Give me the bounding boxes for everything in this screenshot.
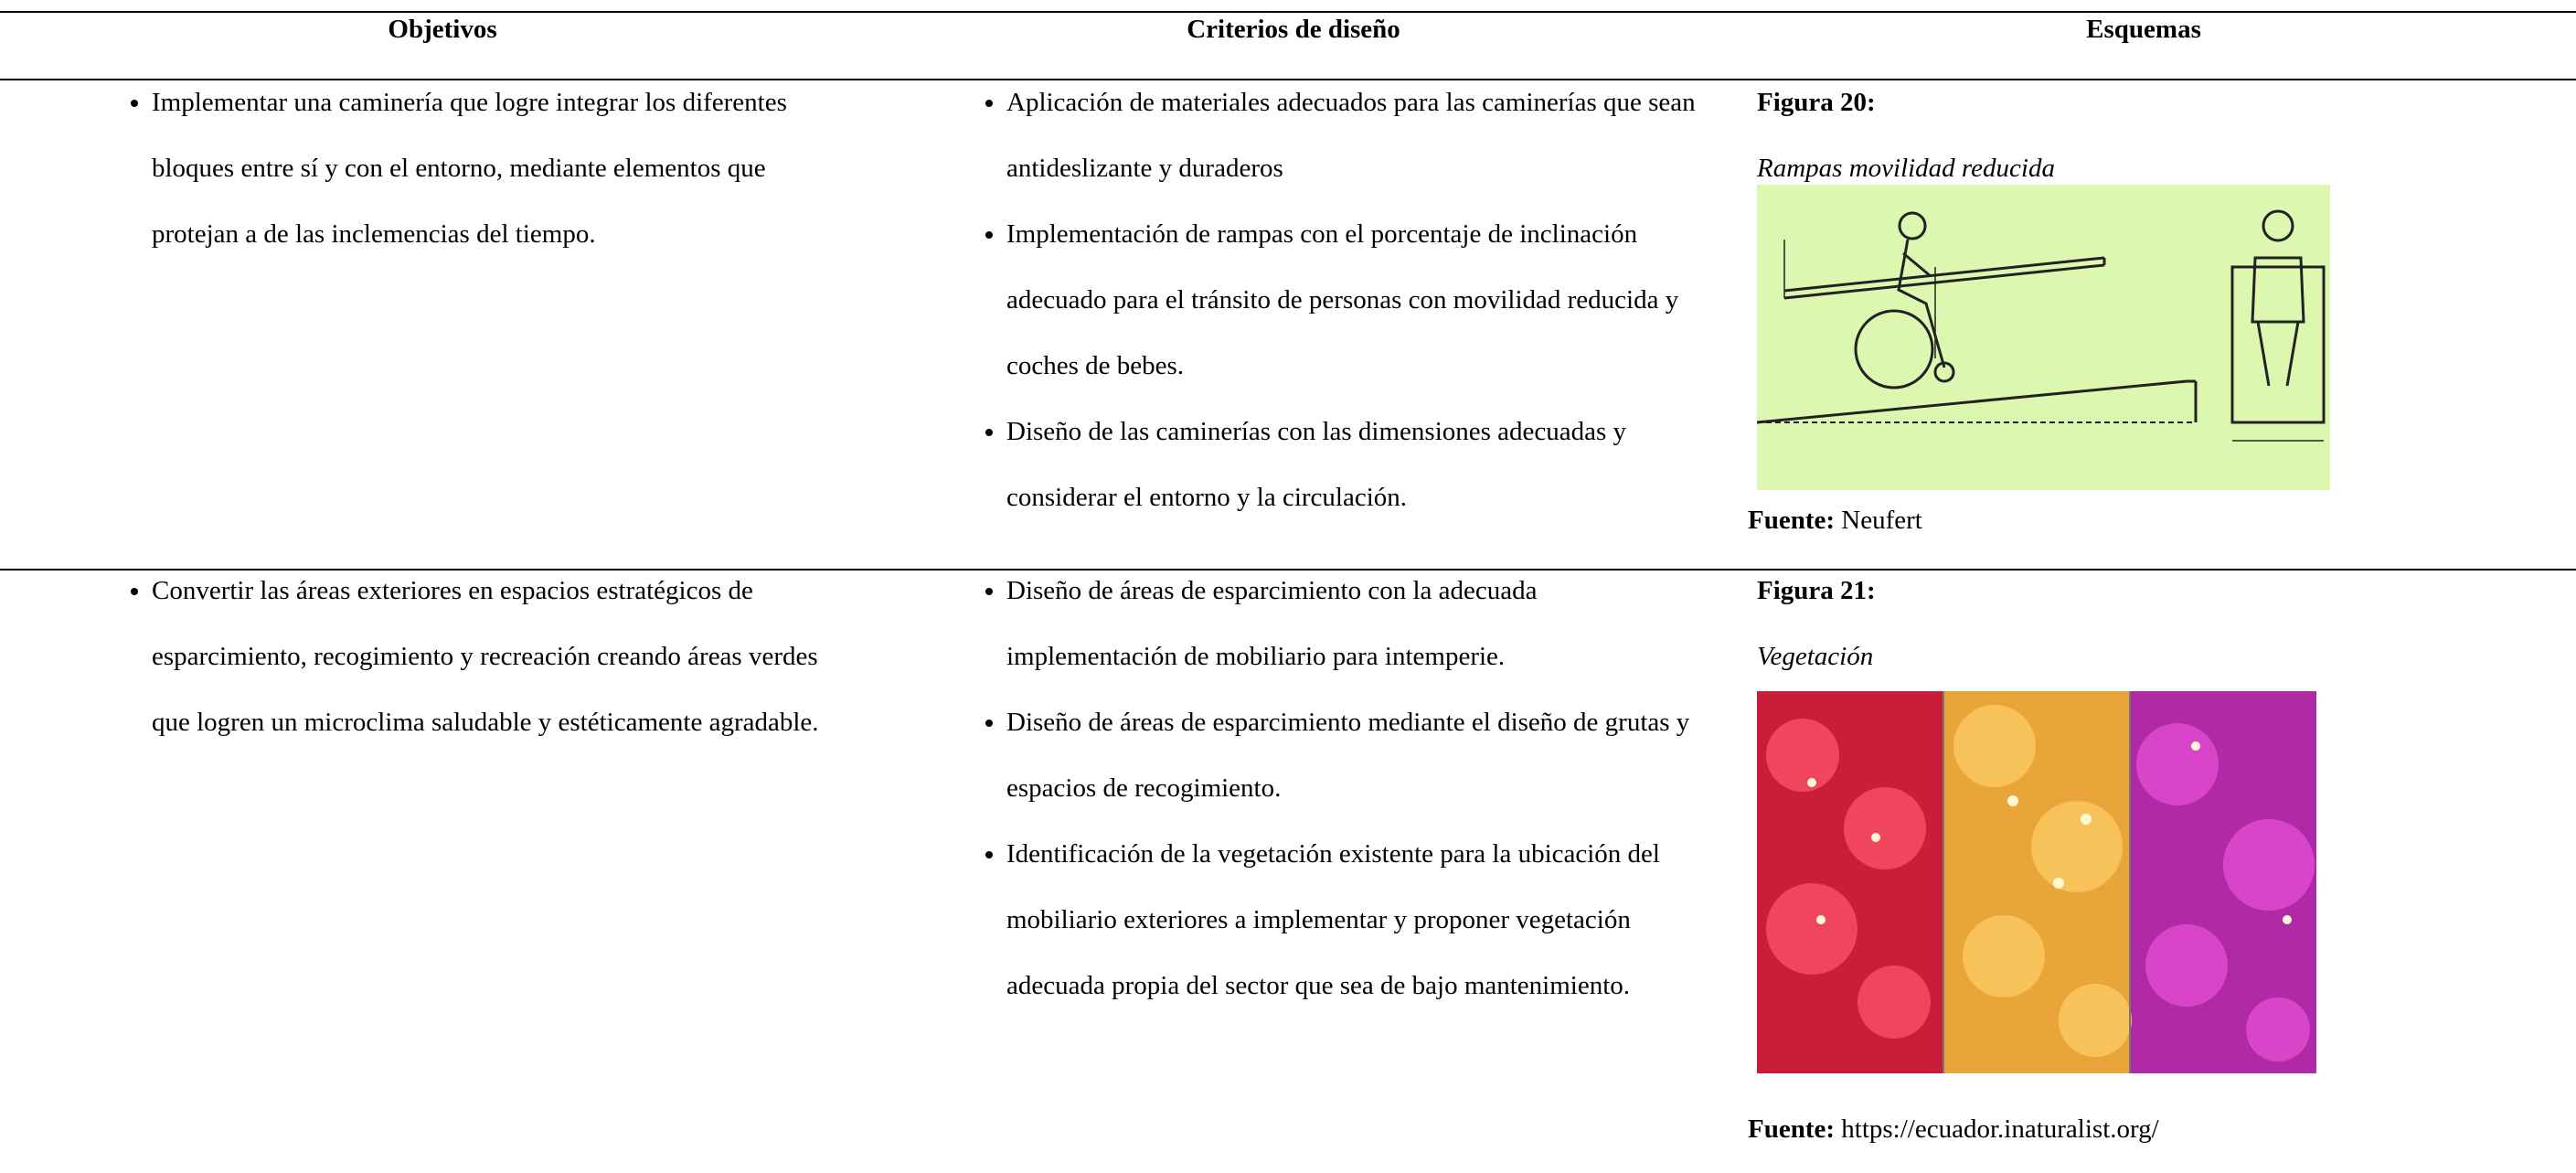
criterios-list: Aplicación de materiales adecuados para … (966, 69, 1701, 530)
objetivo: Convertir las áreas exteriores en espaci… (152, 558, 846, 755)
objetivos-list: Implementar una caminería que logre inte… (112, 69, 846, 267)
criterio: Aplicación de materiales adecuados para … (1006, 69, 1701, 201)
objetivo: Implementar una caminería que logre inte… (152, 69, 846, 267)
source-text: https://ecuador.inaturalist.org/ (1841, 1114, 2159, 1144)
header: Esquemas (2086, 15, 2201, 44)
table-top-rule (0, 11, 2576, 13)
source-text: Neufert (1841, 506, 1922, 535)
row-rule (0, 569, 2576, 571)
figure-label: Figura 21: (1757, 576, 1876, 605)
criterio: Diseño de áreas de esparcimiento mediant… (1006, 689, 1701, 821)
figure-source: Fuente: Neufert (1748, 487, 1922, 553)
ramp-image (1757, 185, 2330, 490)
vegetation-image (1757, 691, 2316, 1073)
criterio: Identificación de la vegetación existent… (1006, 821, 1701, 1018)
figure-source: Fuente: https://ecuador.inaturalist.org/ (1748, 1096, 2159, 1162)
criterio: Diseño de áreas de esparcimiento con la … (1006, 558, 1701, 689)
header: Objetivos (388, 15, 497, 44)
figure-caption: Vegetación (1757, 642, 1874, 671)
source-label: Fuente: (1748, 1114, 1836, 1144)
figure-label: Figura 20: (1757, 88, 1876, 117)
header: Criterios de diseño (1187, 15, 1400, 44)
criterio: Diseño de las caminerías con las dimensi… (1006, 399, 1701, 530)
objetivos-list: Convertir las áreas exteriores en espaci… (112, 558, 846, 755)
source-label: Fuente: (1748, 506, 1836, 535)
criterio: Implementación de rampas con el porcenta… (1006, 201, 1701, 399)
figure-caption: Rampas movilidad reducida (1757, 154, 2055, 183)
header-rule (0, 79, 2576, 80)
criterios-list: Diseño de áreas de esparcimiento con la … (966, 558, 1701, 1018)
